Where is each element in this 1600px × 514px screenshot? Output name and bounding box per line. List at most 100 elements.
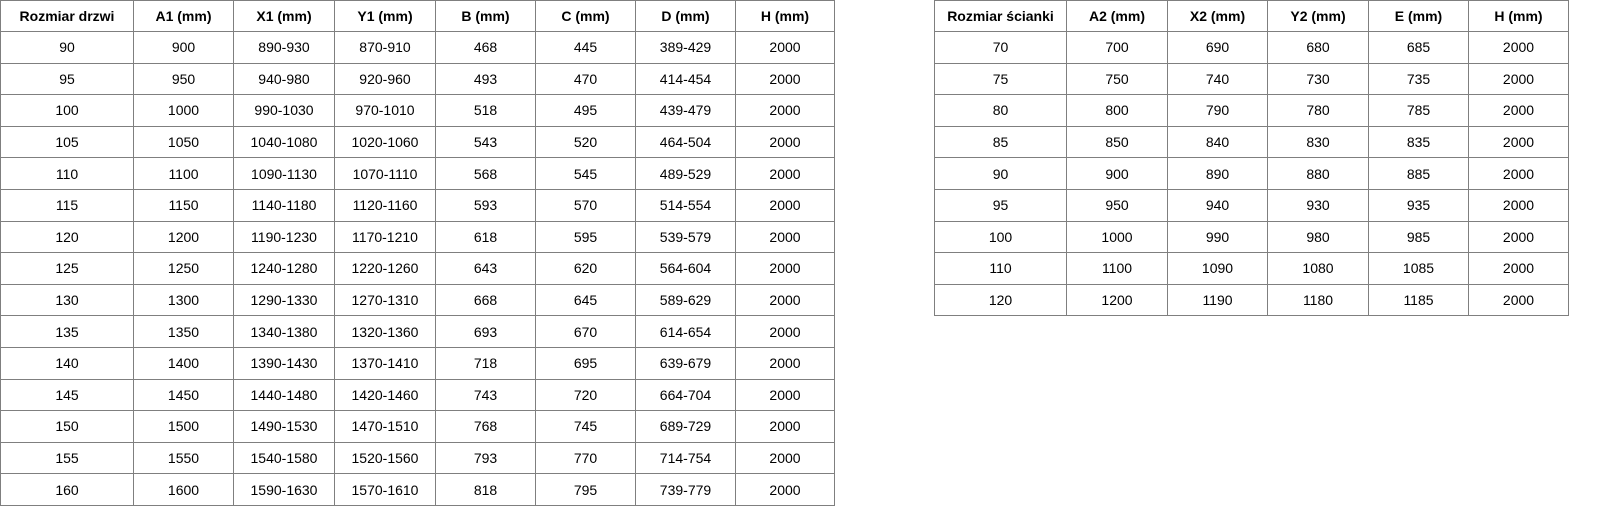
- table-cell: 2000: [735, 473, 835, 506]
- table-cell: 160: [0, 473, 134, 506]
- table-cell: 2000: [735, 441, 835, 475]
- table-cell: 545: [535, 157, 636, 190]
- column-header: H (mm): [1468, 0, 1569, 32]
- table-cell: 2000: [735, 252, 835, 285]
- table-cell: 1000: [1066, 220, 1168, 254]
- table-cell: 1090: [1167, 252, 1268, 285]
- table-cell: 1450: [133, 378, 234, 412]
- column-header: D (mm): [635, 0, 736, 32]
- table-cell: 1400: [133, 346, 234, 380]
- table-cell: 1390-1430: [233, 346, 335, 380]
- table-cell: 2000: [1468, 157, 1569, 190]
- door-size-table: Rozmiar drzwi A1 (mm) X1 (mm) Y1 (mm) B (mm)…: [0, 0, 835, 506]
- column-header: X2 (mm): [1167, 0, 1268, 32]
- table-cell: 690: [1167, 31, 1268, 64]
- table-row: 150 1500 1490-1530 1470-1510 768 745 689-729 20…: [0, 410, 835, 443]
- table-cell: 668: [435, 283, 536, 317]
- table-cell: 793: [435, 441, 536, 475]
- table-cell: 1200: [133, 220, 234, 254]
- table-cell: 1420-1460: [334, 378, 436, 412]
- table-cell: 1370-1410: [334, 346, 436, 380]
- table-cell: 645: [535, 283, 636, 317]
- column-header: C (mm): [535, 0, 636, 32]
- table-row: 90 900 890 880 885 2000: [934, 157, 1569, 190]
- table-cell: 743: [435, 378, 536, 412]
- table-cell: 985: [1368, 220, 1469, 254]
- table-cell: 900: [133, 31, 234, 64]
- table-cell: 1600: [133, 473, 234, 506]
- table-row: 130 1300 1290-1330 1270-1310 668 645 589-629 20…: [0, 283, 835, 317]
- table-cell: 693: [435, 315, 536, 348]
- table-cell: 2000: [1468, 220, 1569, 254]
- table-cell: 1240-1280: [233, 252, 335, 285]
- table-row: 135 1350 1340-1380 1320-1360 693 670 614-654 20…: [0, 315, 835, 348]
- table-cell: 850: [1066, 125, 1168, 159]
- table-cell: 445: [535, 31, 636, 64]
- table-cell: 595: [535, 220, 636, 254]
- table-cell: 520: [535, 125, 636, 159]
- table-row: 90 900 890-930 870-910 468 445 389-429 2000: [0, 31, 835, 64]
- table-row: 105 1050 1040-1080 1020-1060 543 520 464-504 20…: [0, 125, 835, 159]
- table-cell: 1590-1630: [233, 473, 335, 506]
- table-cell: 768: [435, 410, 536, 443]
- table-cell: 2000: [735, 94, 835, 127]
- table-cell: 1000: [133, 94, 234, 127]
- table-cell: 880: [1267, 157, 1369, 190]
- table-row: 120 1200 1190-1230 1170-1210 618 595 539-579 20…: [0, 220, 835, 254]
- table-cell: 745: [535, 410, 636, 443]
- table-cell: 130: [0, 283, 134, 317]
- table-cell: 1140-1180: [233, 188, 335, 222]
- table-cell: 1300: [133, 283, 234, 317]
- table-cell: 495: [535, 94, 636, 127]
- table-cell: 930: [1267, 188, 1369, 222]
- table-cell: 539-579: [635, 220, 736, 254]
- table-cell: 980: [1267, 220, 1369, 254]
- table-cell: 990: [1167, 220, 1268, 254]
- table-cell: 140: [0, 346, 134, 380]
- table-cell: 1520-1560: [334, 441, 436, 475]
- table-cell: 593: [435, 188, 536, 222]
- column-header: E (mm): [1368, 0, 1469, 32]
- table-cell: 564-604: [635, 252, 736, 285]
- table-cell: 1290-1330: [233, 283, 335, 317]
- table-cell: 2000: [735, 346, 835, 380]
- table-cell: 685: [1368, 31, 1469, 64]
- table-cell: 2000: [1468, 125, 1569, 159]
- table-row: 145 1450 1440-1480 1420-1460 743 720 664-704 20…: [0, 378, 835, 412]
- table-cell: 100: [0, 94, 134, 127]
- table-cell: 2000: [1468, 188, 1569, 222]
- table-cell: 2000: [735, 220, 835, 254]
- table-cell: 890-930: [233, 31, 335, 64]
- table-cell: 1570-1610: [334, 473, 436, 506]
- table-cell: 680: [1267, 31, 1369, 64]
- table-cell: 95: [0, 62, 134, 96]
- table-cell: 1085: [1368, 252, 1469, 285]
- table-cell: 100: [934, 220, 1067, 254]
- table-cell: 730: [1267, 62, 1369, 96]
- table-cell: 714-754: [635, 441, 736, 475]
- table-cell: 1200: [1066, 283, 1168, 317]
- table-cell: 110: [934, 252, 1067, 285]
- table-cell: 568: [435, 157, 536, 190]
- table-cell: 1150: [133, 188, 234, 222]
- table-cell: 780: [1267, 94, 1369, 127]
- table-row: 95 950 940-980 920-960 493 470 414-454 2000: [0, 62, 835, 96]
- table-row: 75 750 740 730 735 2000: [934, 62, 1569, 96]
- table-cell: 85: [934, 125, 1067, 159]
- table-cell: 614-654: [635, 315, 736, 348]
- table-cell: 518: [435, 94, 536, 127]
- table-cell: 670: [535, 315, 636, 348]
- table-cell: 618: [435, 220, 536, 254]
- table-cell: 155: [0, 441, 134, 475]
- column-header: A1 (mm): [133, 0, 234, 32]
- table-cell: 1090-1130: [233, 157, 335, 190]
- column-header: X1 (mm): [233, 0, 335, 32]
- table-cell: 970-1010: [334, 94, 436, 127]
- header-row: Rozmiar drzwi A1 (mm) X1 (mm) Y1 (mm) B (mm)…: [0, 0, 835, 32]
- table-cell: 493: [435, 62, 536, 96]
- table-cell: 920-960: [334, 62, 436, 96]
- table-cell: 389-429: [635, 31, 736, 64]
- table-cell: 1220-1260: [334, 252, 436, 285]
- table-cell: 735: [1368, 62, 1469, 96]
- table-cell: 1470-1510: [334, 410, 436, 443]
